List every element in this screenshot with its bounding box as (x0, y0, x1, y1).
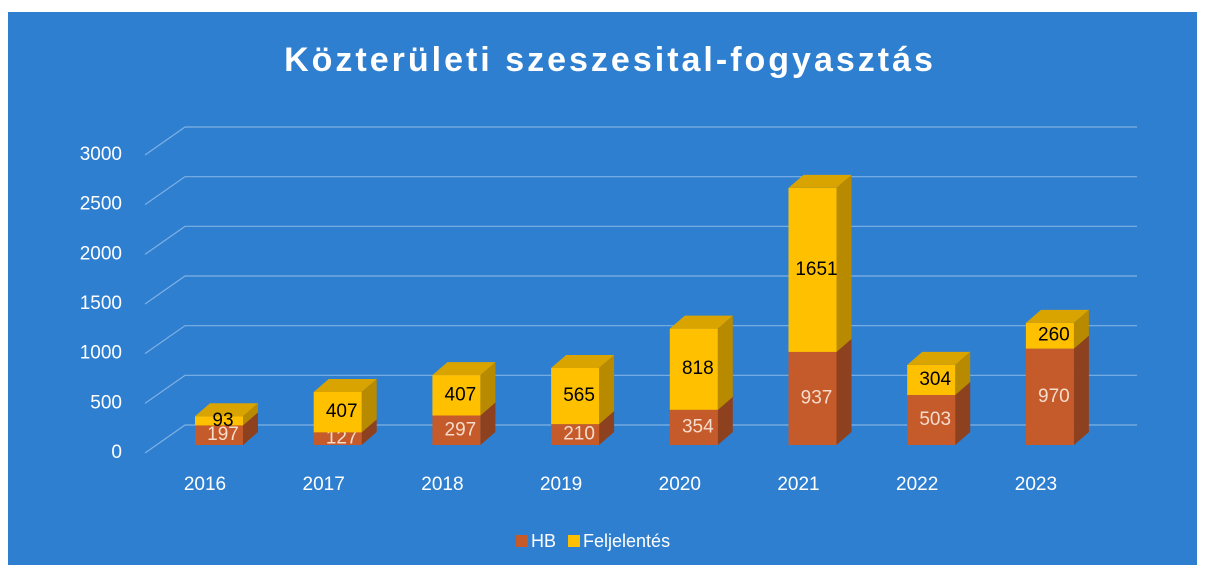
grid-line (144, 126, 1137, 156)
bar-side (1073, 335, 1089, 445)
legend-label: Feljelentés (583, 531, 670, 551)
bar-segment (195, 403, 258, 426)
y-tick-label: 1000 (80, 343, 122, 364)
bar-side (1073, 309, 1089, 349)
data-label: 260 (1038, 325, 1070, 346)
bar-side (361, 378, 377, 433)
bar-side (955, 382, 971, 445)
data-label: 1651 (795, 259, 837, 280)
x-tick-label: 2016 (184, 474, 226, 495)
bar-segment (551, 355, 615, 425)
legend-swatch (568, 535, 581, 547)
y-tick-label: 0 (111, 442, 122, 463)
bar-front (551, 424, 600, 445)
bar-side (717, 315, 733, 410)
bar-front (788, 187, 837, 352)
bar-segment (907, 382, 971, 445)
x-tick-label: 2022 (896, 474, 938, 495)
bar-top (907, 351, 971, 365)
bar-front (195, 416, 243, 426)
bar-front (1025, 322, 1074, 349)
y-tick-label: 1500 (80, 293, 122, 314)
data-label: 304 (919, 369, 951, 390)
bar-top (1025, 309, 1089, 323)
bar-segment (432, 362, 496, 416)
chart-background (8, 12, 1197, 565)
bar-front (432, 375, 481, 416)
bar-front (788, 351, 837, 445)
bar-front (551, 368, 600, 425)
data-label: 565 (563, 385, 595, 406)
bar-side (836, 174, 852, 352)
bar-top (551, 355, 615, 369)
x-tick-label: 2023 (1015, 474, 1057, 495)
bar-side (836, 338, 852, 445)
bar-front (432, 415, 481, 445)
y-tick-label: 2500 (80, 194, 122, 215)
legend-swatch (516, 535, 528, 547)
bar-top (313, 378, 377, 392)
bar-side (361, 419, 377, 445)
x-tick-label: 2020 (659, 474, 701, 495)
data-label: 818 (682, 358, 714, 379)
data-label: 407 (445, 384, 477, 405)
data-label: 354 (682, 416, 714, 437)
bar-side (955, 351, 971, 396)
x-tick-label: 2021 (777, 474, 819, 495)
bar-segment (669, 315, 733, 410)
data-label: 210 (563, 424, 595, 445)
bar-front (313, 432, 362, 445)
bar-side (243, 412, 258, 445)
bar-side (717, 396, 733, 445)
data-label: 503 (919, 409, 951, 430)
bar-side (243, 403, 258, 426)
chart-title: Közterületi szeszesital-fogyasztás (284, 41, 936, 79)
data-label: 197 (207, 424, 239, 445)
data-label: 970 (1038, 386, 1070, 407)
bar-front (195, 425, 243, 445)
bar-front (907, 364, 956, 396)
bar-side (480, 402, 496, 445)
data-label: 127 (326, 428, 358, 449)
bar-front (1025, 348, 1074, 445)
y-tick-label: 2000 (80, 243, 122, 264)
x-tick-label: 2019 (540, 474, 582, 495)
y-tick-label: 3000 (80, 144, 122, 165)
bar-top (669, 315, 733, 329)
data-label: 297 (445, 419, 477, 440)
bar-side (599, 411, 615, 445)
bar-side (599, 355, 615, 425)
bar-top (195, 403, 258, 417)
bar-segment (313, 378, 377, 433)
bar-side (480, 362, 496, 416)
x-tick-label: 2017 (303, 474, 345, 495)
bar-segment (788, 174, 852, 352)
x-tick-label: 2018 (421, 474, 463, 495)
data-label: 93 (212, 410, 233, 431)
data-label: 407 (326, 401, 358, 422)
bar-segment (907, 351, 971, 396)
bar-front (669, 328, 718, 410)
bar-front (313, 391, 362, 433)
y-tick-label: 500 (90, 392, 122, 413)
bar-front (907, 395, 956, 445)
bar-top (788, 174, 852, 188)
data-label: 937 (801, 387, 833, 408)
bar-segment (1025, 309, 1089, 349)
legend-label: HB (531, 531, 556, 551)
bar-top (432, 362, 496, 376)
bar-front (669, 409, 718, 445)
